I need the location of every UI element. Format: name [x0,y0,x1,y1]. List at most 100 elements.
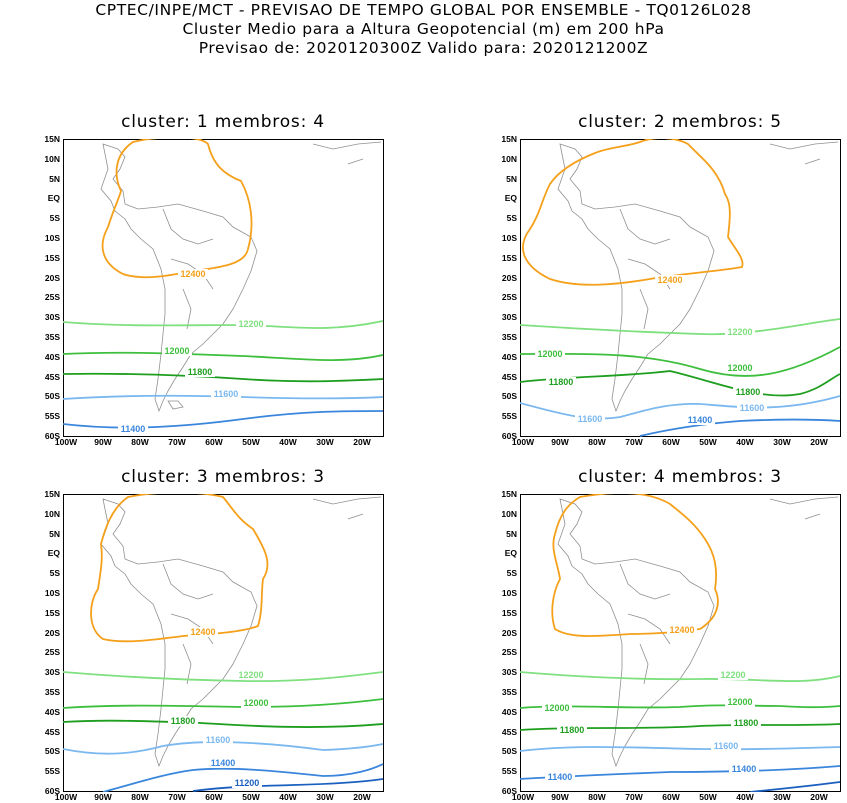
lon-tick-label: 90W [551,437,569,447]
lat-tick-label: 60S [501,786,517,796]
contour-label-background [241,698,271,708]
lat-tick-label: 60S [44,431,60,441]
lon-tick-label: 90W [94,437,112,447]
lat-tick-label: 5N [506,528,517,539]
contour-12200 [63,671,384,683]
lon-tick-label: 90W [551,792,569,802]
land-boundary [100,498,258,768]
lat-tick-label: 5N [506,173,517,184]
contour-label-background [162,346,192,356]
contour-11200 [192,778,384,792]
lon-tick-label: 40W [279,437,297,447]
contour-label-background [667,625,697,635]
lon-tick-label: 80W [588,792,606,802]
lat-tick-label: 10N [44,153,60,164]
lat-tick-label: 35S [44,332,60,342]
lon-tick-label: 70W [168,792,186,802]
lon-tick-label: 100W [511,792,535,802]
map-3: 12400 12200 12000 11800 11600 11400 11200 [63,494,384,792]
contour-label: 11800 [560,725,585,735]
contour-label-background [185,367,215,377]
contour-label-background [118,424,148,434]
contour-label-background [557,725,587,735]
lon-tick-label: 50W [699,437,717,447]
contour-label: 11600 [578,414,603,424]
lon-tick-label: 40W [736,792,754,802]
lat-tick-label: 15S [501,607,517,618]
contour-11800 [63,372,384,383]
lon-tick-label: 80W [588,437,606,447]
contour-11400 [102,763,384,792]
lat-tick-label: 60S [501,431,517,441]
map-4: 12400 12200 12000 12000 11800 11800 11600 11400… [520,494,841,792]
contour-11400 [63,410,384,429]
lat-tick-label: EQ [504,193,517,204]
contour-label-background [178,269,208,279]
contour-11200 [749,781,841,792]
contour-label-background [718,670,748,680]
contour-label: 11600 [714,741,739,751]
forecast-dates: Previsao de: 2020120300Z Valido para: 20… [198,39,649,57]
main-title: CPTEC/INPE/MCT - PREVISAO DE TEMPO GLOBA… [95,1,752,19]
lon-tick-label: 60W [662,437,680,447]
contour-label: 12000 [727,363,752,373]
land-boundary [557,498,715,768]
lon-tick-label: 100W [54,792,78,802]
contour-label: 11800 [188,367,213,377]
lat-tick-label: 5S [49,213,60,224]
lat-tick-label: 15S [44,252,60,263]
contour-label-background [737,403,767,413]
lon-tick-label: 90W [94,792,112,802]
contour-label-background [535,349,565,359]
lat-tick-label: 15N [44,489,60,499]
contour-label: 12000 [243,698,268,708]
contour-label-background [711,741,741,751]
lat-tick-label: 45S [44,726,60,737]
lat-tick-label: 50S [44,391,60,402]
contour-label-background [236,319,266,329]
lat-tick-label: 25S [501,292,517,303]
lat-tick-label: 40S [501,351,517,362]
contour-label: 12200 [238,319,263,329]
contour-label: 12000 [727,697,752,707]
contour-label: 11400 [688,415,713,425]
contour-label: 12000 [544,703,569,713]
lat-tick-label: 30S [44,312,60,323]
land-boundary [312,141,382,165]
lat-tick-label: 20S [501,272,517,283]
lat-tick-label: 10N [501,153,517,164]
contour-label: 12400 [669,625,694,635]
map-2: 12400 12200 12000 12000 11800 11800 11600 11600… [520,139,841,437]
lon-tick-label: 70W [625,437,643,447]
lat-tick-label: 20S [44,627,60,638]
lat-tick-label: 30S [501,312,517,323]
contour-label-background [725,363,755,373]
contour-label: 11400 [732,764,757,774]
lat-tick-label: 55S [44,411,60,422]
lat-tick-label: 15S [501,252,517,263]
lon-tick-label: 30W [316,792,334,802]
contour-label: 11800 [736,387,761,397]
lat-tick-label: 40S [501,706,517,717]
contour-label: 11600 [206,735,231,745]
lon-tick-label: 30W [773,792,791,802]
contour-label-background [546,377,576,387]
lat-tick-label: 55S [44,766,60,777]
lat-tick-label: 10N [501,508,517,519]
lon-tick-label: 60W [205,792,223,802]
contour-label: 11400 [211,758,236,768]
lon-tick-label: 100W [511,437,535,447]
lat-tick-label: 5N [49,528,60,539]
contour-label: 12200 [720,670,745,680]
lat-tick-label: 20S [44,272,60,283]
land-boundary [619,563,671,685]
lon-tick-label: 70W [625,792,643,802]
contour-label: 11400 [548,772,573,782]
lat-tick-label: 10S [44,588,60,598]
contour-label-background [729,764,759,774]
lat-tick-label: 10S [44,233,60,243]
contour-label: 12400 [657,275,682,285]
land-boundary [312,496,382,520]
contour-label: 12400 [190,627,215,637]
lat-tick-label: 50S [44,746,60,757]
